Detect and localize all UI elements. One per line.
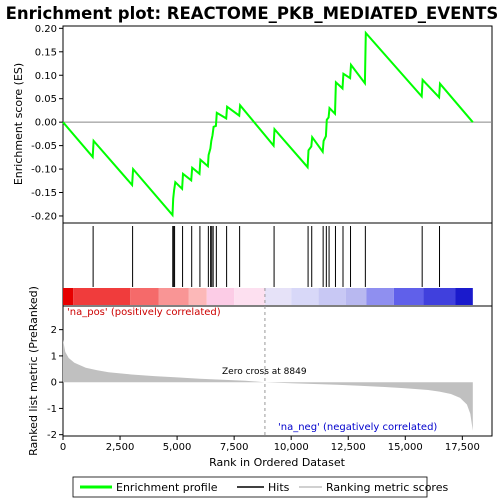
es-y-tick-label: 0.10 [35, 71, 57, 82]
legend-item-enrichment: Enrichment profile [80, 481, 218, 494]
heatbar-segment [158, 288, 189, 305]
es-y-tick-label: -0.10 [31, 165, 57, 176]
negative-correlation-label: 'na_neg' (negatively correlated) [278, 422, 437, 433]
es-y-tick-label: -0.20 [31, 211, 57, 222]
es-y-tick-label: 0.15 [35, 47, 57, 58]
metric-y-tick-label: -1 [47, 404, 57, 415]
es-y-axis-label: Enrichment score (ES) [12, 63, 25, 185]
es-y-tick-label: -0.15 [31, 188, 57, 199]
x-tick-label: 7,500 [220, 442, 249, 453]
x-axis: 0 2,500 5,000 7,500 10,000 12,500 15,000 17,500 [60, 436, 480, 453]
enrichment-profile-line [62, 30, 474, 218]
metric-y-axis-label: Ranked list metric (PreRanked) [27, 286, 40, 456]
x-tick-label: 0 [60, 442, 66, 453]
legend-hits-label: Hits [268, 481, 290, 494]
legend-enrichment-label: Enrichment profile [116, 481, 218, 494]
x-axis-label: Rank in Ordered Dataset [209, 456, 346, 469]
heatbar-segment [393, 288, 424, 305]
metric-y-tick-label: 1 [51, 351, 57, 362]
metric-panel-frame [62, 305, 493, 437]
heatbar-segment [206, 288, 235, 305]
heatbar-segment [318, 288, 346, 305]
heatbar-segment [366, 288, 394, 305]
x-tick-label: 15,000 [388, 442, 423, 453]
legend-item-ranking: Ranking metric scores [299, 481, 448, 494]
heatbar-segment [455, 288, 473, 305]
ranking-metric-area [63, 339, 473, 431]
x-tick-label: 2,500 [106, 442, 135, 453]
es-y-tick-label: 0.05 [35, 94, 57, 105]
metric-y-tick-label: 0 [51, 378, 57, 389]
legend-item-hits: Hits [237, 481, 290, 494]
heatbar-segment [291, 288, 319, 305]
es-panel-frame [62, 25, 493, 224]
metric-y-tick-label: -2 [47, 430, 57, 441]
heatbar-segment [423, 288, 456, 305]
es-y-tick-label: 0.00 [35, 118, 57, 129]
x-tick-label: 17,500 [445, 442, 480, 453]
es-y-axis: 0.20 0.15 0.10 0.05 0.00 -0.05 -0.10 -0.15 -0.20 [31, 24, 63, 222]
heatbar-segment [264, 288, 292, 305]
hits-marks [92, 226, 441, 287]
heatbar-segment [63, 288, 74, 305]
chart-title: Enrichment plot: REACTOME_PKB_MEDIATED_E… [6, 4, 499, 23]
metric-y-tick-label: 2 [51, 325, 57, 336]
rank-heatbar [63, 288, 473, 305]
x-tick-label: 10,000 [274, 442, 309, 453]
heatbar-segment [345, 288, 367, 305]
heatbar-segment [130, 288, 159, 305]
x-tick-label: 5,000 [163, 442, 192, 453]
zero-cross-label: Zero cross at 8849 [222, 367, 307, 377]
es-y-tick-label: -0.05 [31, 141, 57, 152]
es-y-tick-label: 0.20 [35, 24, 57, 35]
heatbar-segment [234, 288, 265, 305]
legend-ranking-label: Ranking metric scores [326, 481, 448, 494]
positive-correlation-label: 'na_pos' (positively correlated) [67, 307, 221, 318]
heatbar-segment [73, 288, 131, 305]
metric-y-axis: 2 1 0 -1 -2 [47, 325, 63, 441]
x-tick-label: 12,500 [331, 442, 366, 453]
heatbar-segment [188, 288, 207, 305]
